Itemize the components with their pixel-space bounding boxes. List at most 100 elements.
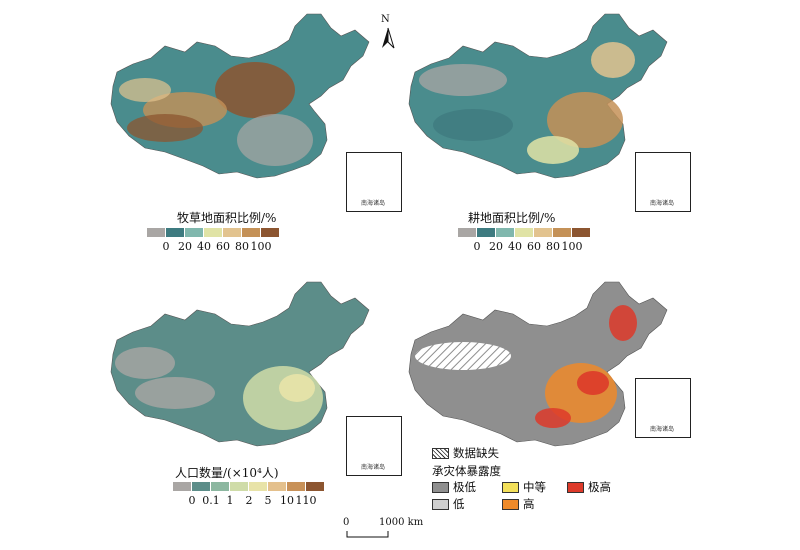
inset-south-china-sea: 南海诸岛 [346,152,402,212]
cropland-panel: 南海诸岛 耕地面积比例/% 0 20 40 60 80 100 [323,0,691,270]
population-tibet-low [135,377,215,409]
inset-south-china-sea: 南海诸岛 [346,416,402,476]
population-legend-swatch [249,482,268,491]
very-high-label: 极高 [588,480,611,494]
population-legend-bar [173,482,325,491]
cropland-legend-swatch [553,228,572,237]
inset-label: 南海诸岛 [650,200,675,207]
high-label: 高 [523,497,535,511]
cropland-legend-swatch [477,228,496,237]
grassland-high-inner-mongolia [215,62,295,118]
low-swatch [432,498,449,510]
cropland-legend-tick-label: 60 [527,240,541,253]
population-legend-tick-label: 10 [280,494,294,507]
cropland-legend-swatch [458,228,477,237]
grassland-legend-swatch [242,228,261,237]
very-low-label: 极低 [453,480,476,494]
inset-south-china-sea: 南海诸岛 [635,152,691,212]
medium-swatch [502,481,519,493]
exposure-title: 承灾体暴露度 [432,464,501,478]
grassland-legend-swatch [223,228,242,237]
grassland-legend-swatch [204,228,223,237]
cropland-legend-swatch [496,228,515,237]
legend-class-very-high: 极高 [567,479,611,495]
population-map [110,281,370,447]
exposure-legend: 数据缺失 承灾体暴露度 极低 低 中等 高 极高 [432,445,652,515]
grassland-legend-tick-label: 80 [235,240,249,253]
grassland-legend-swatch [147,228,166,237]
cropland-sichuan [527,136,579,164]
cropland-legend-ticks: 0 20 40 60 80 100 [458,240,598,254]
population-legend-tick-label: 5 [264,494,272,507]
cropland-northeast [591,42,635,78]
grassland-legend-tick-label: 60 [216,240,230,253]
population-legend-tick-label: 110 [295,494,317,507]
grassland-legend-tick-label: 40 [197,240,211,253]
population-legend-title: 人口数量/(×10⁴人) [175,466,279,480]
population-xinjiang-low [115,347,175,379]
population-legend-swatch [287,482,306,491]
cropland-legend-title: 耕地面积比例/% [468,211,556,225]
very-high-swatch [567,481,584,493]
exposure-legend-title: 承灾体暴露度 [432,463,501,479]
population-legend-tick-label: 1 [226,494,234,507]
north-arrow-label: N [381,14,390,25]
exposure-map [408,281,668,447]
hatch-swatch [432,447,449,459]
legend-class-high: 高 [502,496,535,512]
exposure-missing-data-area [415,342,511,370]
population-east-dense [243,366,323,430]
exposure-northeast-very-high [609,305,637,341]
population-legend-swatch [192,482,211,491]
population-legend-swatch [268,482,287,491]
grassland-legend-swatch [261,228,280,237]
population-legend-swatch [211,482,230,491]
grassland-east-low [237,114,313,166]
cropland-legend-swatch [534,228,553,237]
medium-label: 中等 [523,480,546,494]
exposure-sichuan-very-high [535,408,571,428]
inset-label: 南海诸岛 [361,200,386,207]
population-north-china [279,374,315,402]
grassland-legend-bar [147,228,280,237]
legend-class-very-low: 极低 [432,479,476,495]
grassland-tibet [127,114,203,142]
legend-missing-data: 数据缺失 [432,445,499,461]
population-panel: 南海诸岛 人口数量/(×10⁴人) 0 0.1 1 2 5 10 110 [25,268,402,518]
cropland-legend-tick-label: 100 [561,240,583,253]
inset-south-china-sea: 南海诸岛 [635,378,691,438]
grassland-map [110,13,370,179]
cropland-tibet-low [433,109,513,141]
cropland-legend-tick-label: 80 [546,240,560,253]
scale-bar-line [346,531,389,538]
cropland-map [408,13,668,179]
exposure-panel: 南海诸岛 [323,268,691,448]
cropland-legend-tick-label: 0 [473,240,481,253]
cropland-legend-tick-label: 40 [508,240,522,253]
population-legend-tick-label: 0 [188,494,196,507]
grassland-legend-ticks: 0 20 40 60 80 100 [147,240,287,254]
population-legend-swatch [173,482,192,491]
population-legend-swatch [230,482,249,491]
inset-label: 南海诸岛 [650,426,675,433]
cropland-legend-swatch [515,228,534,237]
scale-end-label: 1000 km [379,517,424,528]
cropland-north-china-plain [547,92,623,148]
legend-class-medium: 中等 [502,479,546,495]
population-legend-tick-label: 0.1 [202,494,220,507]
exposure-north-china-very-high [577,371,609,395]
cropland-legend-bar [458,228,591,237]
population-legend-swatch [306,482,325,491]
population-legend-tick-label: 2 [245,494,253,507]
high-swatch [502,498,519,510]
grassland-legend-tick-label: 100 [250,240,272,253]
scale-start-label: 0 [343,517,350,528]
cropland-xinjiang-low [419,64,507,96]
cropland-legend-swatch [572,228,591,237]
cropland-legend-tick-label: 20 [489,240,503,253]
grassland-legend-swatch [185,228,204,237]
grassland-legend-title: 牧草地面积比例/% [177,211,277,225]
very-low-swatch [432,481,449,493]
missing-data-label: 数据缺失 [453,446,499,460]
inset-label: 南海诸岛 [361,464,386,471]
